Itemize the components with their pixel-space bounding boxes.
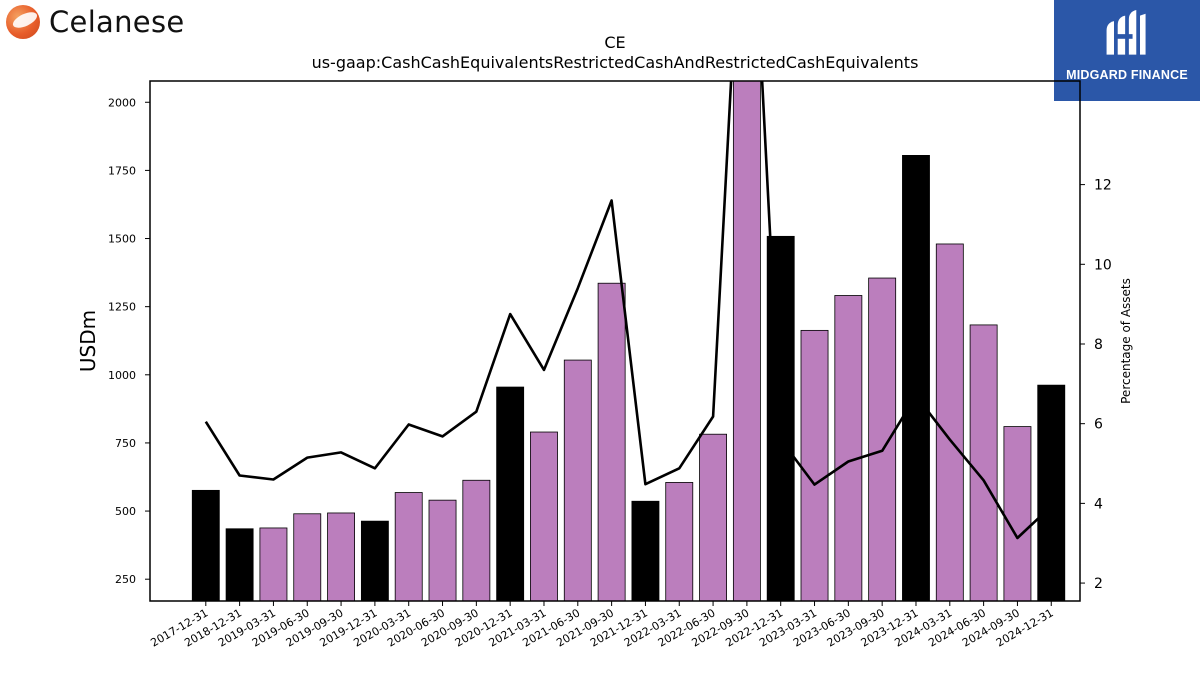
bar (935, 243, 964, 602)
bar (394, 492, 423, 602)
bar (800, 329, 829, 602)
y-axis-right: 2 4 6 8 10 12 (1080, 178, 1112, 592)
y-tick-label: 2000 (108, 96, 136, 109)
bar (665, 482, 694, 602)
y-tick-label: 1750 (108, 164, 136, 177)
bar (631, 500, 660, 602)
y-tick-label: 1500 (108, 233, 136, 246)
y-tick-label: 250 (115, 573, 136, 586)
y2-tick-label: 8 (1094, 337, 1103, 353)
y2-tick-label: 12 (1094, 178, 1112, 194)
y2-tick-label: 10 (1094, 257, 1112, 273)
y-tick-label: 1000 (108, 369, 136, 382)
y2-tick-label: 4 (1094, 496, 1103, 512)
percentage-line-series (204, 81, 1053, 540)
bar (834, 295, 863, 602)
y-axis-left: 250 500 750 1000 1250 1500 1750 2000 (108, 96, 150, 586)
bar (563, 359, 592, 602)
chart-subtitle: us-gaap:CashCashEquivalentsRestrictedCas… (312, 53, 919, 72)
bar (1037, 384, 1066, 602)
celanese-mark-icon (6, 5, 40, 39)
celanese-logo: Celanese (6, 5, 185, 39)
y-tick-label: 500 (115, 505, 136, 518)
bar (259, 527, 288, 602)
bar (530, 431, 558, 602)
y-tick-label: 750 (115, 437, 136, 450)
bar (462, 479, 491, 602)
bar (225, 528, 254, 602)
bar (597, 282, 626, 602)
y2-tick-label: 2 (1094, 576, 1103, 592)
y2-axis-label: Percentage of Assets (1119, 278, 1133, 404)
midgard-finance-logo: MIDGARD FINANCE (1054, 0, 1200, 101)
midgard-wordmark: MIDGARD FINANCE (1066, 68, 1188, 82)
bar (496, 386, 525, 602)
bar-series (191, 80, 1066, 602)
bar (191, 489, 220, 602)
bar (1003, 426, 1032, 602)
y2-tick-label: 6 (1094, 417, 1103, 433)
x-axis: 2017-12-312018-12-312019-03-312019-06-30… (148, 601, 1056, 650)
midgard-monogram-icon (1106, 10, 1146, 55)
plot-frame (149, 80, 1081, 602)
bar (293, 513, 322, 602)
bar (732, 80, 761, 602)
chart-title: CE (604, 33, 625, 52)
bar (868, 277, 897, 602)
bar (360, 520, 389, 602)
bar (327, 512, 355, 602)
series-line (204, 81, 1053, 540)
bar (969, 324, 998, 602)
bar (902, 155, 930, 602)
bar (428, 499, 457, 602)
bar (699, 433, 728, 602)
y-tick-label: 1250 (108, 301, 136, 314)
y-axis-label: USDm (76, 310, 100, 372)
celanese-wordmark: Celanese (49, 5, 185, 39)
